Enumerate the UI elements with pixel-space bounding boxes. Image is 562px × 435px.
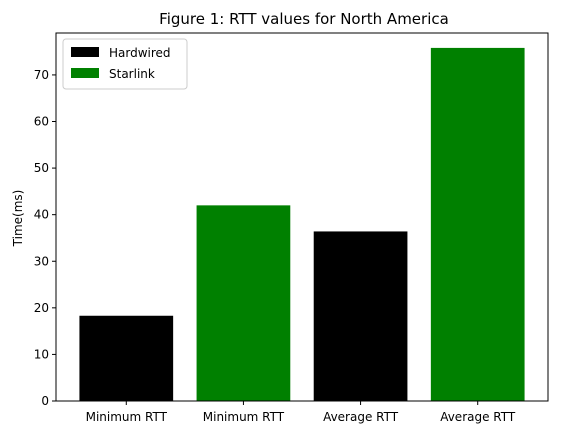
bar-starlink-3	[430, 47, 525, 401]
y-axis-label: Time(ms)	[11, 190, 25, 248]
x-tick-label: Minimum RTT	[203, 410, 285, 424]
plot-area-frame	[55, 32, 549, 402]
legend-swatch-starlink	[71, 68, 99, 78]
bars-group	[79, 47, 525, 401]
legend-label-starlink: Starlink	[109, 67, 155, 81]
x-tick-label: Average RTT	[440, 410, 516, 424]
bar-starlink-1	[196, 205, 291, 401]
y-axis-ticks: 0 10 20 30 40 50 60 70	[34, 68, 56, 408]
y-tick-label: 70	[34, 68, 49, 82]
bar-hardwired-0	[79, 315, 174, 401]
x-tick-label: Average RTT	[323, 410, 399, 424]
y-tick-label: 10	[34, 347, 49, 361]
chart-title: Figure 1: RTT values for North America	[159, 10, 449, 28]
bar-hardwired-2	[313, 231, 408, 401]
y-tick-label: 40	[34, 208, 49, 222]
y-tick-label: 30	[34, 254, 49, 268]
x-tick-label: Minimum RTT	[86, 410, 168, 424]
legend-label-hardwired: Hardwired	[109, 46, 171, 60]
y-tick-label: 0	[41, 394, 49, 408]
y-tick-label: 60	[34, 115, 49, 129]
legend: Hardwired Starlink	[62, 38, 188, 90]
y-tick-label: 20	[34, 301, 49, 315]
legend-swatch-hardwired	[71, 47, 99, 57]
y-tick-label: 50	[34, 161, 49, 175]
x-axis-ticks: Minimum RTT Minimum RTT Average RTT Average…	[86, 401, 516, 424]
